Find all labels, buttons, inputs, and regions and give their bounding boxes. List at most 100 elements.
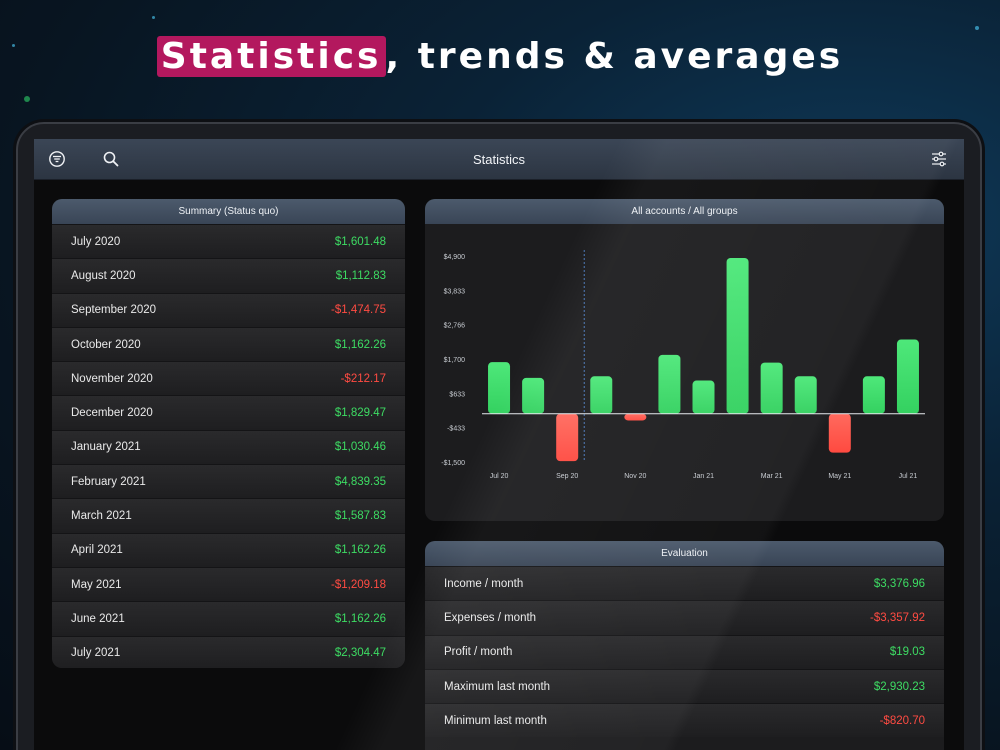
y-tick-label: $2,766: [444, 323, 466, 330]
row-value: -$212.17: [340, 372, 386, 385]
row-value: $1,601.48: [334, 235, 386, 248]
evaluation-card: Evaluation Income / month $3,376.96 Expens…: [425, 541, 944, 750]
list-row[interactable]: August 2020 $1,112.83: [52, 258, 405, 293]
row-label: Income / month: [444, 577, 524, 590]
row-label: Expenses / month: [444, 611, 537, 624]
row-value: -$1,209.18: [331, 578, 386, 591]
evaluation-list: Income / month $3,376.96 Expenses / month -…: [425, 566, 944, 738]
row-value: $1,162.26: [334, 338, 386, 351]
list-row[interactable]: April 2021 $1,162.26: [52, 532, 405, 567]
list-row[interactable]: Expenses / month -$3,357.92: [425, 600, 944, 635]
bar-jul-20: [488, 362, 511, 414]
row-value: -$3,357.92: [870, 611, 925, 624]
bar-sep-20: [556, 413, 579, 462]
row-value: $1,112.83: [335, 269, 386, 282]
row-label: June 2021: [71, 612, 125, 625]
y-tick-label: $1,700: [444, 357, 466, 364]
bar-mar-21: [760, 362, 783, 414]
row-value: $1,162.26: [334, 544, 386, 557]
settings-sliders-icon[interactable]: [930, 150, 950, 170]
list-row[interactable]: Minimum last month -$820.70: [425, 703, 944, 738]
bar-apr-21: [794, 376, 817, 414]
x-tick-label: Jan 21: [693, 473, 714, 480]
x-tick-label: Sep 20: [556, 473, 578, 480]
list-row[interactable]: January 2021 $1,030.46: [52, 429, 405, 465]
row-value: -$820.70: [879, 714, 925, 727]
bar-jan-21: [692, 380, 715, 414]
headline-highlight: Statistics: [156, 36, 386, 77]
row-value: $1,829.47: [334, 407, 386, 420]
row-label: February 2021: [71, 475, 146, 488]
chart-card: All accounts / All groups $4,900 $3,833 $2…: [425, 199, 944, 521]
row-label: March 2021: [71, 510, 132, 523]
bar-may-21: [828, 413, 851, 453]
bar-aug-20: [522, 377, 545, 414]
bar-jun-21: [862, 376, 885, 414]
list-row[interactable]: March 2021 $1,587.83: [52, 498, 405, 533]
bar-jul-21: [896, 339, 919, 414]
list-row[interactable]: Income / month $3,376.96: [425, 566, 944, 601]
row-label: Maximum last month: [444, 680, 551, 693]
x-tick-label: Jul 21: [899, 473, 918, 480]
row-label: October 2020: [71, 338, 141, 351]
list-row[interactable]: December 2020 $1,829.47: [52, 395, 405, 430]
row-value: $1,162.26: [334, 612, 386, 625]
row-label: November 2020: [71, 372, 153, 385]
list-row[interactable]: February 2021 $4,839.35: [52, 464, 405, 499]
row-value: $3,376.96: [873, 577, 925, 590]
row-label: Profit / month: [444, 646, 513, 659]
list-row[interactable]: Profit / month $19.03: [425, 634, 944, 669]
list-row[interactable]: Maximum last month $2,930.23: [425, 668, 944, 704]
x-tick-label: May 21: [828, 473, 851, 480]
bar-dec-20: [658, 354, 681, 414]
background-sparkle: [152, 16, 155, 19]
list-row[interactable]: June 2021 $1,162.26: [52, 601, 405, 636]
y-tick-label: $633: [449, 391, 465, 398]
search-icon[interactable]: [102, 150, 122, 170]
row-label: May 2021: [71, 578, 122, 591]
x-tick-label: Jul 20: [490, 473, 509, 480]
bar-chart[interactable]: $4,900 $3,833 $2,766 $1,700 $633 -$433 -$1,500…: [425, 224, 944, 521]
row-label: August 2020: [71, 269, 136, 282]
promo-headline: Statistics, trends & averages: [0, 36, 1000, 77]
row-label: April 2021: [71, 544, 123, 557]
y-tick-label: $3,833: [444, 288, 466, 295]
y-tick-label: -$1,500: [441, 460, 465, 467]
row-value: $19.03: [889, 646, 925, 659]
bar-nov-20: [624, 413, 647, 421]
list-row[interactable]: September 2020 -$1,474.75: [52, 292, 405, 327]
row-label: December 2020: [71, 407, 153, 420]
row-value: $1,587.83: [334, 510, 386, 523]
background-sparkle: [24, 96, 30, 102]
row-label: September 2020: [71, 304, 157, 317]
list-row[interactable]: November 2020 -$212.17: [52, 361, 405, 396]
x-tick-label: Nov 20: [624, 473, 646, 480]
list-row[interactable]: October 2020 $1,162.26: [52, 326, 405, 362]
y-tick-label: $4,900: [444, 254, 466, 261]
row-value: $1,030.46: [334, 441, 386, 454]
summary-card: Summary (Status quo) July 2020 $1,601.48 A…: [52, 199, 405, 668]
y-tick-label: -$433: [447, 426, 465, 433]
list-row[interactable]: July 2020 $1,601.48: [52, 224, 405, 259]
filter-icon[interactable]: [48, 150, 68, 170]
list-row[interactable]: May 2021 -$1,209.18: [52, 566, 405, 602]
row-label: July 2021: [71, 647, 121, 660]
app-screen: Statistics Summary (Status quo) July 202…: [34, 139, 964, 750]
bar-feb-21: [726, 257, 749, 414]
background-sparkle: [12, 44, 15, 47]
page-title: Statistics: [472, 152, 525, 167]
row-label: January 2021: [71, 441, 141, 454]
background-sparkle: [975, 26, 979, 30]
list-row[interactable]: July 2021 $2,304.47: [52, 635, 405, 668]
evaluation-header: Evaluation: [425, 541, 944, 566]
bar-oct-20: [590, 376, 613, 414]
chart-header[interactable]: All accounts / All groups: [425, 199, 944, 224]
summary-list: July 2020 $1,601.48 August 2020 $1,112.83 Se…: [52, 224, 405, 668]
row-value: -$1,474.75: [331, 304, 386, 317]
summary-header: Summary (Status quo): [52, 199, 405, 224]
row-label: Minimum last month: [444, 714, 547, 727]
row-value: $2,930.23: [873, 680, 925, 693]
navigation-bar: Statistics: [34, 139, 964, 180]
headline-rest: , trends & averages: [385, 36, 844, 77]
row-value: $2,304.47: [334, 647, 386, 660]
